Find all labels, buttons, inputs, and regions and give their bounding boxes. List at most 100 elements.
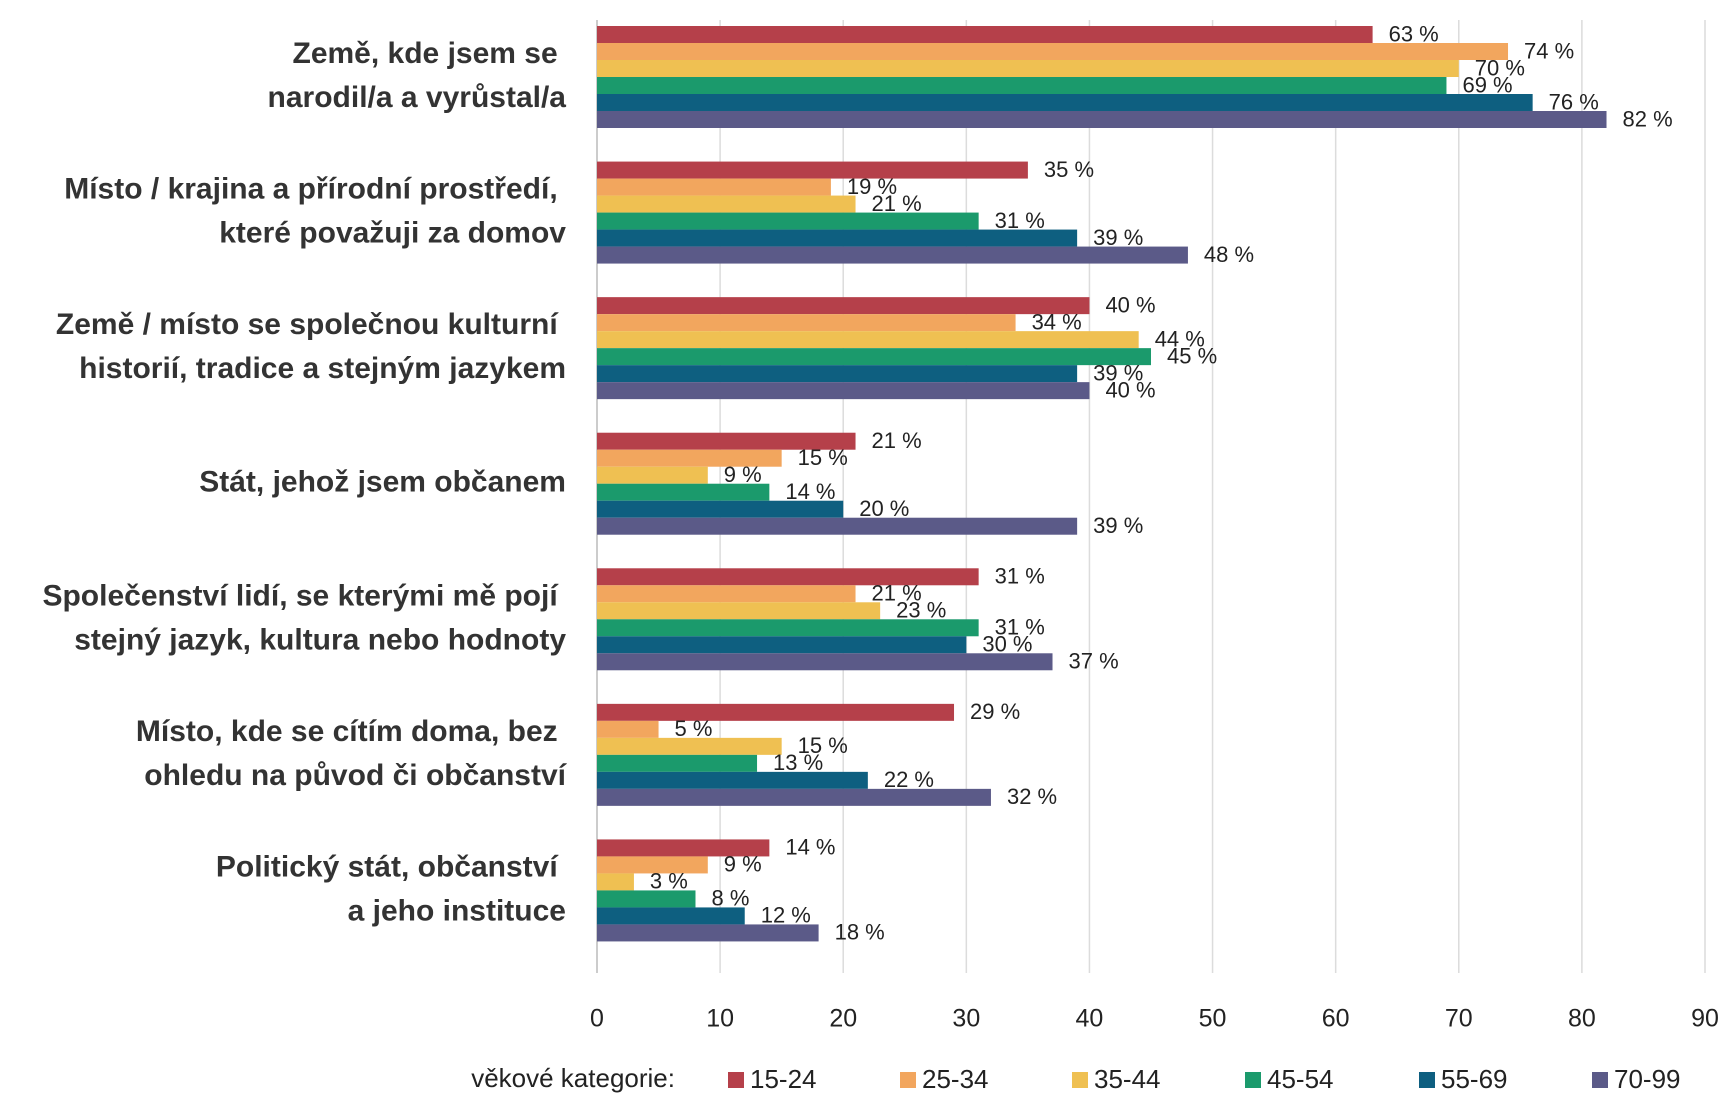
- bar: [597, 94, 1533, 111]
- legend-swatch: [1072, 1072, 1088, 1088]
- value-label: 21 %: [872, 581, 922, 606]
- value-label: 31 %: [995, 208, 1045, 233]
- bar: [597, 890, 696, 908]
- bar: [597, 161, 1028, 179]
- bar: [597, 212, 979, 230]
- legend-label: 55-69: [1441, 1064, 1508, 1094]
- legend-swatch: [1419, 1072, 1435, 1088]
- bar: [597, 602, 881, 620]
- category-label: Místo / krajina a přírodní prostředí, kt…: [64, 172, 566, 249]
- bar: [597, 788, 991, 806]
- value-label: 12 %: [761, 903, 811, 928]
- category-label: Místo, kde se cítím doma, bez ohledu na …: [136, 715, 568, 792]
- category-line: narodil/a a vyrůstal/a: [268, 81, 567, 114]
- bar: [597, 77, 1447, 94]
- value-label: 82 %: [1623, 106, 1673, 131]
- bar: [597, 771, 868, 789]
- x-tick-label: 10: [706, 1005, 734, 1033]
- bar: [597, 348, 1151, 366]
- category-line: Politický stát, občanství: [216, 850, 566, 883]
- x-tick-label: 90: [1691, 1005, 1719, 1033]
- value-label: 39 %: [1093, 513, 1143, 538]
- bar: [597, 720, 659, 738]
- value-label: 21 %: [872, 191, 922, 216]
- category-label: Politický stát, občanství a jeho institu…: [216, 850, 566, 927]
- bar: [597, 500, 844, 518]
- legend-swatch: [900, 1072, 916, 1088]
- bar: [597, 466, 708, 484]
- value-label: 31 %: [995, 615, 1045, 640]
- bar: [597, 178, 831, 196]
- value-label: 70 %: [1475, 55, 1525, 80]
- value-label: 76 %: [1549, 89, 1599, 114]
- category-label: Země, kde jsem se narodil/a a vyrůstal/a: [268, 37, 567, 114]
- value-label: 39 %: [1093, 225, 1143, 250]
- category-label: Společenství lidí, se kterými mě pojí st…: [42, 579, 566, 656]
- x-tick-label: 20: [829, 1005, 857, 1033]
- bar: [597, 26, 1373, 43]
- bar: [597, 737, 782, 755]
- value-label: 40 %: [1105, 292, 1155, 317]
- bar: [597, 229, 1078, 247]
- value-label: 29 %: [970, 699, 1020, 724]
- legend-label: 15-24: [750, 1064, 817, 1094]
- bar: [597, 856, 708, 874]
- category-line: které považuji za domov: [219, 216, 566, 249]
- bar: [597, 619, 979, 637]
- bar: [597, 924, 819, 942]
- legend-label: 35-44: [1094, 1064, 1161, 1094]
- value-label: 18 %: [835, 920, 885, 945]
- legend-swatch: [1245, 1072, 1261, 1088]
- value-label: 9 %: [724, 462, 762, 487]
- x-tick-label: 60: [1322, 1005, 1350, 1033]
- x-tick-label: 70: [1445, 1005, 1473, 1033]
- bar: [597, 449, 782, 467]
- bar: [597, 297, 1090, 315]
- x-tick-label: 0: [590, 1005, 604, 1033]
- bar: [597, 365, 1078, 383]
- value-label: 22 %: [884, 767, 934, 792]
- bar: [597, 432, 856, 450]
- bar: [597, 246, 1188, 264]
- value-label: 5 %: [675, 716, 713, 741]
- value-label: 32 %: [1007, 784, 1057, 809]
- bar: [597, 585, 856, 603]
- value-label: 69 %: [1462, 72, 1512, 97]
- value-label: 45 %: [1167, 343, 1217, 368]
- bar: [597, 314, 1016, 332]
- category-label: Země / místo se společnou kulturní histo…: [56, 308, 566, 385]
- bar: [597, 331, 1139, 349]
- value-label: 74 %: [1524, 38, 1574, 63]
- bar: [597, 60, 1459, 77]
- value-label: 21 %: [872, 428, 922, 453]
- x-tick-label: 80: [1568, 1005, 1596, 1033]
- value-label: 20 %: [859, 496, 909, 521]
- bar: [597, 839, 770, 857]
- legend-label: 25-34: [922, 1064, 989, 1094]
- value-label: 23 %: [896, 598, 946, 623]
- bar: [597, 195, 856, 213]
- category-line: a jeho instituce: [348, 894, 566, 927]
- category-line: ohledu na původ či občanství: [144, 759, 567, 792]
- bar: [597, 568, 979, 586]
- bar: [597, 907, 745, 925]
- bar: [597, 483, 770, 501]
- legend-title: věkové kategorie:: [471, 1063, 675, 1093]
- value-label: 34 %: [1032, 309, 1082, 334]
- x-tick-label: 30: [952, 1005, 980, 1033]
- value-label: 14 %: [785, 835, 835, 860]
- legend-swatch: [1592, 1072, 1608, 1088]
- value-label: 48 %: [1204, 242, 1254, 267]
- category-label: Stát, jehož jsem občanem: [199, 466, 566, 499]
- category-line: Místo, kde se cítím doma, bez: [136, 715, 566, 748]
- category-line: Společenství lidí, se kterými mě pojí: [42, 579, 566, 612]
- bar: [597, 636, 967, 654]
- legend-label: 45-54: [1267, 1064, 1334, 1094]
- category-line: historií, tradice a stejným jazykem: [79, 352, 566, 385]
- legend-swatch: [728, 1072, 744, 1088]
- x-tick-label: 40: [1076, 1005, 1104, 1033]
- bar: [597, 43, 1509, 60]
- value-label: 35 %: [1044, 157, 1094, 182]
- category-line: stejný jazyk, kultura nebo hodnoty: [74, 623, 566, 656]
- value-label: 9 %: [724, 852, 762, 877]
